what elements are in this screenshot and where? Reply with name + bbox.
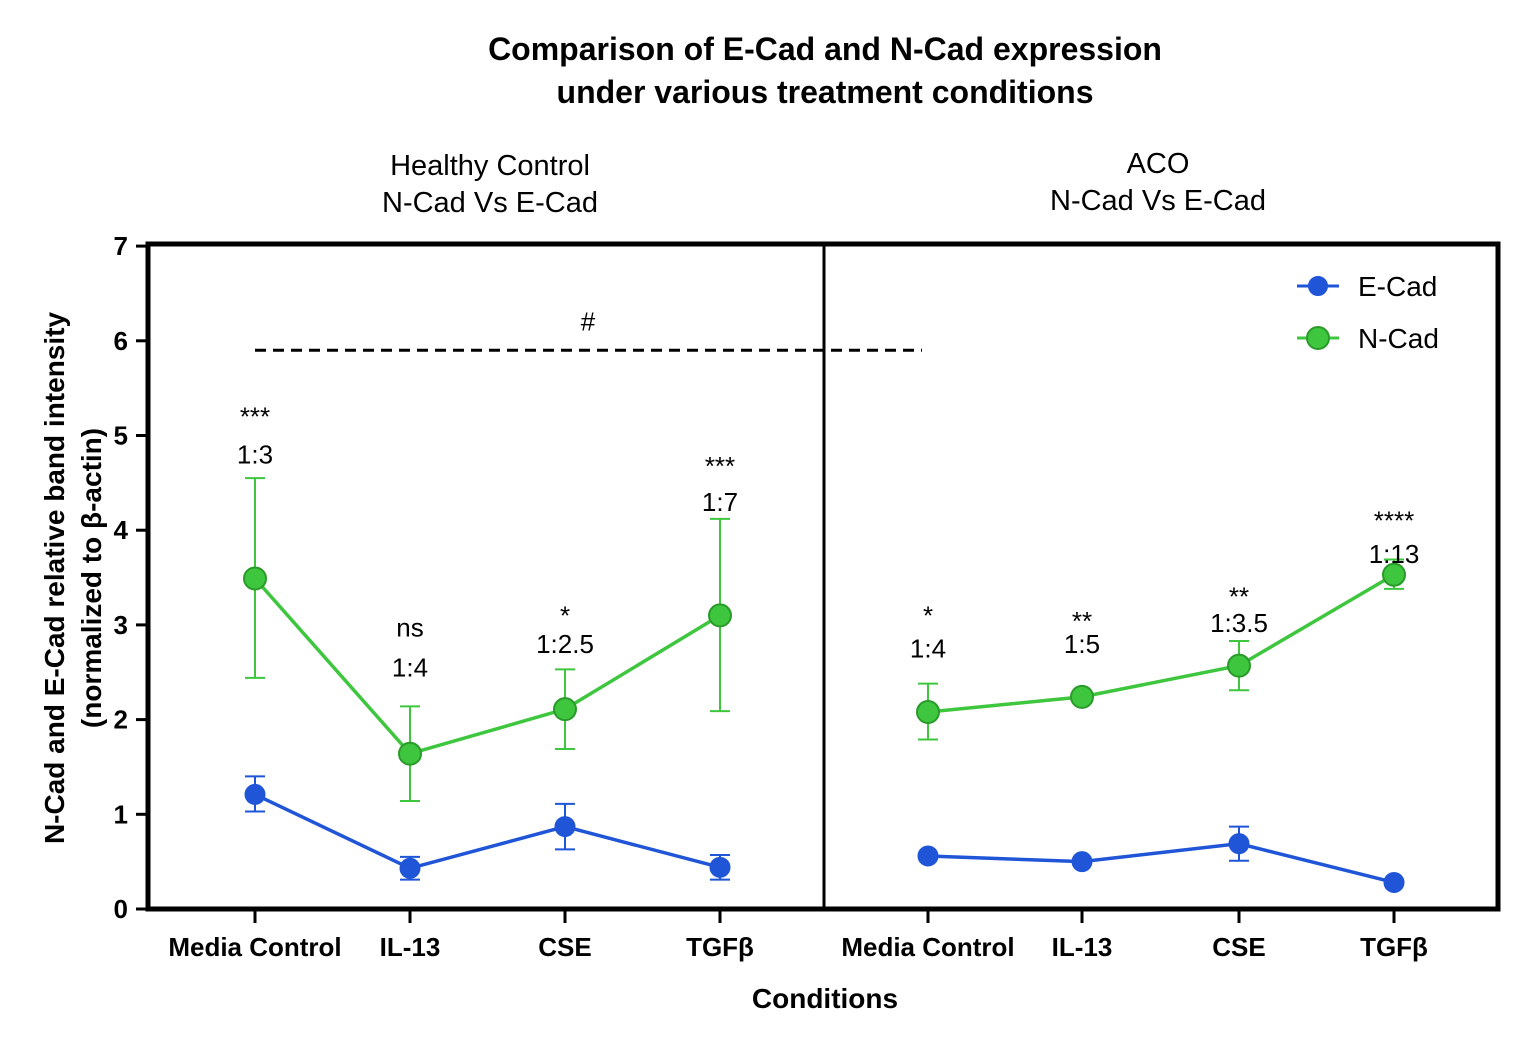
point-ecad xyxy=(399,857,421,879)
point-ncad xyxy=(708,603,732,628)
point-ncad xyxy=(398,741,422,766)
x-tick-label: Media Control xyxy=(168,932,341,962)
point-ncad xyxy=(553,697,577,722)
legend-label-ecad: E-Cad xyxy=(1358,271,1437,302)
panel-2-title-line-2: N-Cad Vs E-Cad xyxy=(1050,185,1266,217)
point-ecad xyxy=(1383,871,1405,893)
ratio-label: 1:4 xyxy=(910,634,946,664)
point-ncad xyxy=(916,700,940,725)
y-tick-label: 1 xyxy=(114,799,128,829)
point-ecad xyxy=(1228,833,1250,855)
y-tick-label: 3 xyxy=(114,610,128,640)
point-ncad xyxy=(243,566,267,591)
x-tick-label: CSE xyxy=(538,932,591,962)
point-ncad xyxy=(1227,653,1251,678)
ratio-label: 1:7 xyxy=(702,487,738,517)
y-tick-label: 5 xyxy=(114,421,128,451)
significance-label: *** xyxy=(705,451,735,481)
ratio-label: 1:3.5 xyxy=(1210,608,1268,638)
x-tick-label: TGFβ xyxy=(686,932,754,962)
point-ncad xyxy=(1382,562,1406,587)
series-line-ecad xyxy=(254,792,721,871)
legend: E-Cad N-Cad xyxy=(1297,271,1439,354)
legend-label-ncad: N-Cad xyxy=(1358,323,1439,354)
point-ecad xyxy=(554,816,576,838)
y-tick-label: 4 xyxy=(114,515,129,545)
y-tick-label: 2 xyxy=(114,705,128,735)
y-axis-label-line-2: (normalized to β-actin) xyxy=(76,428,107,728)
ratio-label: 1:2.5 xyxy=(536,629,594,659)
chart-title-line-2: under various treatment conditions xyxy=(557,74,1094,110)
significance-label: * xyxy=(560,600,570,630)
series-line-ncad xyxy=(253,577,721,756)
x-tick-label: Media Control xyxy=(841,932,1014,962)
chart-title-line-1: Comparison of E-Cad and N-Cad expression xyxy=(488,31,1162,67)
point-ecad xyxy=(709,856,731,878)
significance-label: ns xyxy=(396,613,423,643)
panel-2-title-line-1: ACO xyxy=(1127,148,1190,180)
point-ecad xyxy=(244,783,266,805)
point-ncad xyxy=(1070,684,1094,709)
panel-1-title-line-1: Healthy Control xyxy=(390,150,590,182)
panel-1-title-line-2: N-Cad Vs E-Cad xyxy=(382,187,598,219)
x-tick-label: CSE xyxy=(1212,932,1265,962)
y-tick-label: 6 xyxy=(114,326,128,356)
x-axis-label: Conditions xyxy=(752,983,898,1014)
significance-label: *** xyxy=(240,402,270,432)
x-tick-label: IL-13 xyxy=(1052,932,1113,962)
ratio-label: 1:3 xyxy=(237,439,273,469)
significance-label: ** xyxy=(1072,606,1092,636)
ratio-label: 1:5 xyxy=(1064,629,1100,659)
significance-label: ** xyxy=(1229,581,1249,611)
series-line-ncad xyxy=(927,573,1395,714)
point-ecad xyxy=(917,845,939,867)
x-tick-label: IL-13 xyxy=(380,932,441,962)
y-tick-label: 7 xyxy=(114,231,128,261)
y-axis-label-line-1: N-Cad and E-Cad relative band intensity xyxy=(39,312,70,845)
significance-label: * xyxy=(923,600,933,630)
ratio-label: 1:13 xyxy=(1369,539,1420,569)
y-tick-label: 0 xyxy=(114,894,128,924)
significance-label: **** xyxy=(1374,506,1414,536)
series-line-ecad xyxy=(927,841,1395,885)
point-ecad xyxy=(1071,851,1093,873)
x-tick-label: TGFβ xyxy=(1360,932,1428,962)
ratio-label: 1:4 xyxy=(392,653,428,683)
comparison-label: # xyxy=(581,306,596,336)
legend-marker-ncad xyxy=(1306,326,1330,350)
legend-marker-ecad xyxy=(1308,276,1328,296)
